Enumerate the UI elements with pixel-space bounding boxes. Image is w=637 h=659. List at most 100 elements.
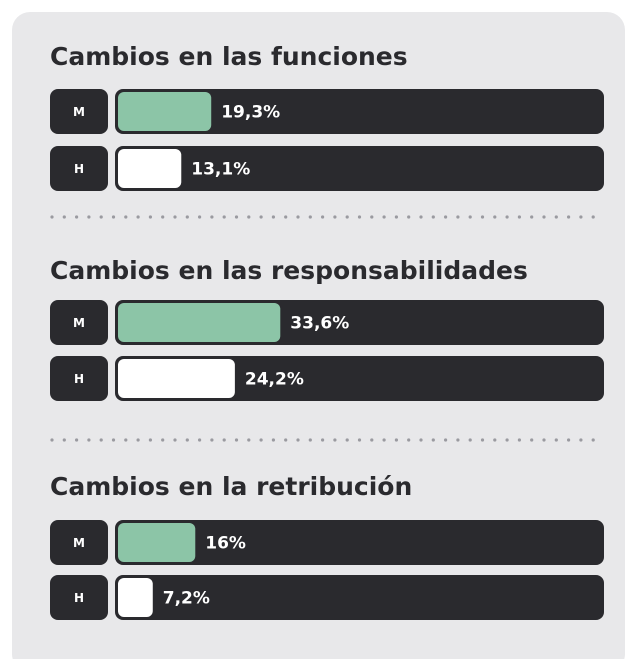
divider-dot bbox=[419, 438, 423, 442]
divider-dot bbox=[62, 215, 66, 219]
divider-dot bbox=[505, 215, 509, 219]
divider-dot bbox=[431, 438, 435, 442]
divider-dot bbox=[136, 438, 140, 442]
value-label: 33,6% bbox=[290, 314, 349, 334]
divider-dot bbox=[222, 215, 226, 219]
divider-dot bbox=[271, 438, 275, 442]
divider-dot bbox=[259, 215, 263, 219]
divider-dot bbox=[259, 438, 263, 442]
divider-dot bbox=[456, 438, 460, 442]
bar bbox=[118, 303, 281, 342]
divider-dot bbox=[161, 215, 165, 219]
bar-track bbox=[115, 89, 604, 134]
divider-dot bbox=[407, 438, 411, 442]
value-label: 7,2% bbox=[163, 589, 210, 609]
bar-track bbox=[115, 575, 604, 620]
divider-dot bbox=[333, 215, 337, 219]
divider-dot bbox=[62, 438, 66, 442]
divider-dot bbox=[198, 438, 202, 442]
divider-dot bbox=[554, 438, 558, 442]
divider-dot bbox=[111, 215, 116, 219]
divider-dot bbox=[419, 215, 423, 219]
divider-dot bbox=[308, 438, 312, 442]
category-label: H bbox=[74, 162, 84, 176]
divider-dot bbox=[517, 438, 522, 442]
divider-dot bbox=[333, 438, 337, 442]
bar bbox=[118, 359, 235, 398]
bar-track bbox=[115, 146, 604, 191]
divider-dot bbox=[530, 215, 534, 219]
divider-dot bbox=[407, 215, 411, 219]
divider-dot bbox=[173, 215, 177, 219]
divider-dot bbox=[210, 438, 214, 442]
divider-dot bbox=[247, 215, 251, 219]
category-label: M bbox=[73, 316, 85, 330]
divider-dot bbox=[493, 215, 497, 219]
divider-dot bbox=[210, 215, 214, 219]
divider-dot bbox=[124, 438, 128, 442]
divider-dot bbox=[271, 215, 275, 219]
divider-dot bbox=[591, 215, 595, 219]
divider-dot bbox=[99, 215, 103, 219]
value-label: 19,3% bbox=[221, 103, 280, 123]
divider-dot bbox=[542, 438, 546, 442]
divider-dot bbox=[185, 215, 189, 219]
divider-dot bbox=[99, 438, 103, 442]
category-pill bbox=[50, 356, 108, 401]
category-pill bbox=[50, 146, 108, 191]
bar-track bbox=[115, 520, 604, 565]
divider-dot bbox=[308, 215, 312, 219]
divider-dot bbox=[579, 215, 583, 219]
divider-dot bbox=[136, 215, 140, 219]
divider-dot bbox=[370, 438, 374, 442]
divider-dot bbox=[185, 438, 189, 442]
divider-dot bbox=[148, 438, 152, 442]
divider-dot bbox=[456, 215, 460, 219]
category-pill bbox=[50, 300, 108, 345]
value-label: 24,2% bbox=[245, 370, 304, 390]
divider-dot bbox=[357, 438, 362, 442]
divider-dot bbox=[480, 438, 485, 442]
category-pill bbox=[50, 89, 108, 134]
bar bbox=[118, 92, 212, 131]
divider-dot bbox=[124, 215, 128, 219]
divider-dot bbox=[370, 215, 374, 219]
divider-dot bbox=[394, 438, 398, 442]
divider-dot bbox=[579, 438, 583, 442]
divider-dot bbox=[394, 215, 398, 219]
bar-track bbox=[115, 356, 604, 401]
divider-dot bbox=[542, 215, 546, 219]
divider-dot bbox=[444, 438, 448, 442]
divider-dot bbox=[198, 215, 202, 219]
category-label: M bbox=[73, 105, 85, 119]
divider-dot bbox=[382, 215, 386, 219]
divider-dot bbox=[431, 215, 435, 219]
divider-dot bbox=[321, 438, 325, 442]
category-label: H bbox=[74, 372, 84, 386]
divider-dot bbox=[247, 438, 251, 442]
divider-dot bbox=[173, 438, 177, 442]
divider-dot bbox=[234, 438, 239, 442]
divider-dot bbox=[530, 438, 534, 442]
bar bbox=[118, 149, 182, 188]
divider-dot bbox=[296, 438, 300, 442]
divider-dot bbox=[567, 438, 571, 442]
group-title: Cambios en las responsabilidades bbox=[50, 256, 528, 285]
divider-dot bbox=[284, 215, 288, 219]
divider-dot bbox=[75, 215, 79, 219]
value-label: 16% bbox=[205, 534, 246, 554]
divider-dot bbox=[468, 438, 472, 442]
divider-dot bbox=[345, 215, 349, 219]
divider-dot bbox=[345, 438, 349, 442]
divider-dot bbox=[75, 438, 79, 442]
divider-dot bbox=[222, 438, 226, 442]
category-pill bbox=[50, 575, 108, 620]
group-title: Cambios en la retribución bbox=[50, 472, 412, 501]
divider-dot bbox=[591, 438, 595, 442]
divider-dot bbox=[493, 438, 497, 442]
divider-dot bbox=[50, 438, 54, 442]
divider-dot bbox=[284, 438, 288, 442]
group-title: Cambios en las funciones bbox=[50, 42, 408, 71]
bar bbox=[118, 523, 196, 562]
